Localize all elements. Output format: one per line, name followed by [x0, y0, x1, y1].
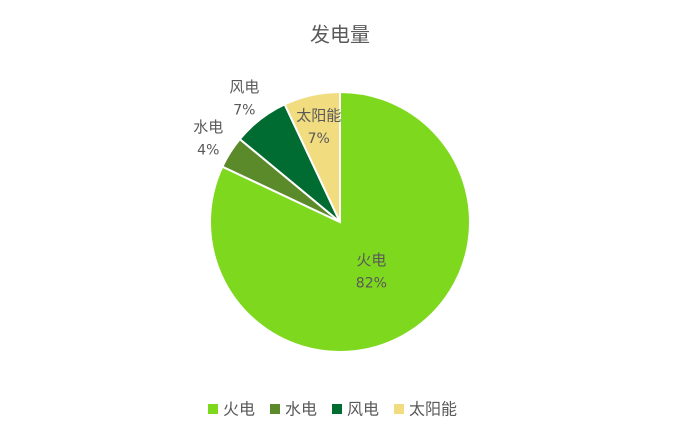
slice-label: 风电 — [229, 78, 259, 96]
legend-label: 风电 — [347, 400, 379, 419]
slice-value-label: 4% — [197, 142, 219, 158]
chart-title: 发电量 — [310, 23, 370, 47]
pie-slice — [209, 90, 471, 353]
slice-value-label: 7% — [233, 103, 255, 119]
legend-label: 火电 — [223, 400, 255, 419]
legend-swatch — [394, 404, 404, 414]
pie-slice — [283, 90, 341, 223]
legend-swatch — [270, 404, 280, 414]
legend-label: 太阳能 — [409, 400, 457, 419]
slice-label: 水电 — [193, 118, 223, 136]
legend-swatch — [332, 404, 342, 414]
slice-label: 火电 — [356, 251, 386, 269]
slice-value-label: 7% — [308, 131, 330, 147]
slice-value-label: 82% — [356, 275, 387, 291]
slice-label: 太阳能 — [296, 106, 341, 124]
legend-label: 水电 — [285, 400, 317, 419]
legend-swatch — [208, 404, 218, 414]
